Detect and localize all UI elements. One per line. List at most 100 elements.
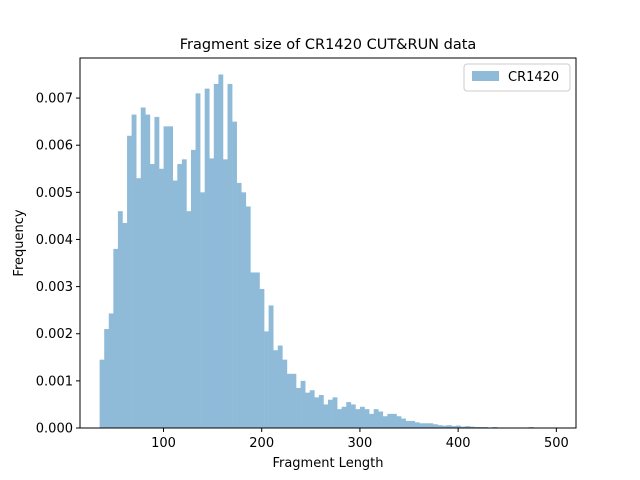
y-tick-label: 0.004 (36, 233, 73, 248)
legend-frame (463, 63, 571, 92)
histogram-bar (204, 88, 210, 428)
histogram-bar (460, 426, 466, 428)
histogram-bar (259, 288, 265, 428)
y-tick-label: 0.003 (36, 280, 73, 295)
x-axis-ticks: 100 200 300 400 500 (151, 428, 569, 451)
histogram-bar (277, 345, 283, 428)
histogram-bar (291, 373, 297, 428)
histogram-bar (127, 135, 132, 428)
histogram-bar (136, 178, 142, 428)
y-tick-label: 0.007 (36, 92, 73, 107)
histogram-bar (222, 159, 228, 428)
x-tick-label: 200 (249, 436, 274, 451)
y-axis-ticks: 0.000 0.001 0.002 0.003 0.004 0.005 0.006 0.007 (36, 92, 80, 437)
histogram-bar (149, 164, 155, 429)
histogram-bar (433, 424, 438, 428)
histogram-bar (305, 392, 311, 428)
histogram-bar (437, 425, 443, 428)
histogram-bar (323, 404, 329, 428)
x-tick-label: 300 (348, 436, 373, 451)
bars-group (99, 74, 557, 429)
x-tick-label: 500 (544, 436, 569, 451)
histogram-bar (451, 426, 457, 428)
histogram-bar (391, 413, 397, 428)
histogram-bar (465, 426, 470, 428)
legend-swatch (472, 71, 499, 81)
histogram-bar (254, 272, 260, 428)
histogram-bar (286, 373, 292, 428)
histogram-bar (117, 211, 123, 428)
x-axis-label: Fragment Length (272, 456, 383, 471)
histogram-bar (369, 413, 374, 428)
histogram-bar (122, 222, 128, 428)
histogram-bar (227, 83, 233, 429)
histogram-bar (177, 164, 183, 429)
histogram-bar (163, 126, 169, 428)
histogram-bar (328, 399, 333, 428)
histogram-bar (245, 206, 251, 428)
histogram-bar (341, 406, 347, 428)
histogram-bar (154, 116, 160, 429)
histogram-bar (140, 107, 146, 429)
histogram-bar (423, 423, 429, 428)
histogram-bar (186, 211, 192, 428)
histogram-bar (446, 425, 452, 428)
histogram-bar (309, 390, 315, 428)
histogram-bar (428, 423, 434, 428)
legend-label: CR1420 (508, 70, 559, 85)
histogram-bar (273, 350, 279, 428)
histogram-bar (373, 409, 379, 428)
histogram-bar (218, 74, 224, 428)
y-tick-label: 0.002 (36, 327, 73, 342)
histogram-bar (332, 397, 338, 428)
histogram-bar (318, 395, 324, 428)
histogram-bar (405, 420, 411, 428)
histogram-bar (104, 329, 110, 428)
histogram-bar (359, 406, 365, 428)
histogram-bar (172, 180, 178, 428)
y-tick-label: 0.001 (36, 374, 73, 389)
histogram-bar (181, 159, 187, 428)
histogram-bar (337, 409, 342, 428)
histogram-bar (113, 248, 119, 428)
histogram-bar (145, 114, 151, 428)
histogram-bar (350, 404, 356, 428)
histogram-bar (414, 422, 420, 428)
histogram-bar (346, 402, 352, 428)
histogram-bar (159, 168, 164, 428)
histogram-bar (264, 331, 269, 428)
histogram-bar (195, 93, 201, 428)
histogram-bar (314, 397, 320, 428)
histogram-bar (282, 359, 288, 428)
histogram-bar (209, 158, 215, 428)
histogram-bar (300, 380, 306, 428)
histogram-bar (378, 411, 384, 428)
histogram-bar (241, 192, 247, 428)
histogram-bar (442, 425, 448, 428)
histogram-bar (131, 114, 137, 428)
plot-frame (79, 57, 577, 429)
histogram-bar (469, 426, 475, 428)
histogram-bar (99, 359, 105, 428)
histogram-bar (387, 413, 393, 428)
y-tick-label: 0.000 (36, 422, 73, 437)
y-tick-label: 0.006 (36, 139, 73, 154)
x-tick-label: 100 (151, 436, 176, 451)
histogram-bar (410, 420, 416, 428)
histogram-bar (200, 192, 205, 428)
histogram-bar (268, 305, 274, 428)
histogram-bar (364, 409, 370, 428)
histogram-bar (455, 425, 461, 428)
y-axis-label: Frequency (12, 209, 27, 276)
chart-title: Fragment size of CR1420 CUT&RUN data (180, 37, 477, 53)
histogram-bar (355, 409, 361, 428)
y-tick-label: 0.005 (36, 186, 73, 201)
histogram-bar (250, 272, 256, 428)
histogram-bar (190, 149, 196, 428)
histogram-bar (382, 416, 388, 428)
histogram-bar (396, 416, 402, 428)
histogram-bar (236, 182, 242, 428)
legend: CR1420 (463, 63, 571, 92)
histogram-bar (419, 423, 425, 428)
